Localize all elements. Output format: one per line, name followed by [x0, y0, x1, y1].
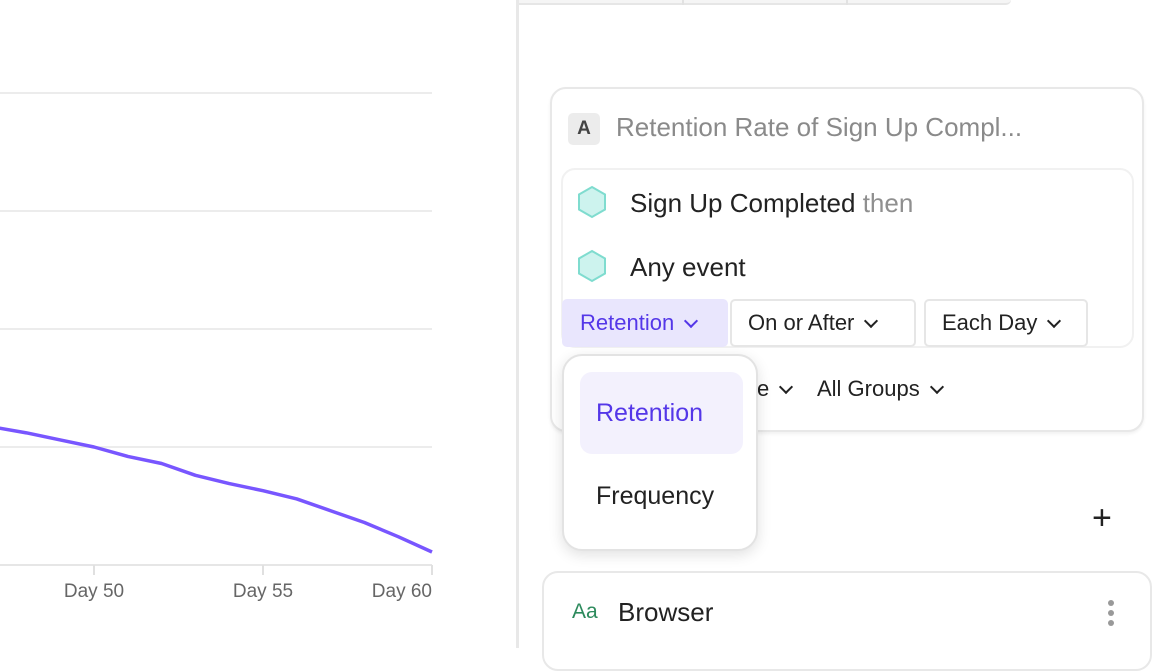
chevron-down-icon — [1047, 313, 1062, 328]
event-first[interactable]: Sign Up Completed then — [630, 188, 914, 218]
metric-letter-badge: A — [568, 113, 600, 145]
on-or-after-dropdown[interactable]: On or After — [730, 299, 916, 347]
event-hexagon-icon — [578, 249, 606, 283]
all-groups-dropdown[interactable]: All Groups — [817, 376, 944, 402]
event-second[interactable]: Any event — [630, 252, 746, 282]
breakdown-property-label[interactable]: Browser — [618, 597, 714, 627]
counting-dropdown[interactable]: e — [757, 376, 794, 402]
retention-line-chart: Day 50 Day 55 Day 60 — [0, 92, 433, 602]
event-sequence-box — [561, 168, 1134, 348]
text-property-icon: Aa — [572, 600, 598, 623]
x-tick-label: Day 55 — [233, 581, 293, 602]
x-tick-label: Day 60 — [372, 581, 432, 602]
chevron-down-icon — [929, 379, 944, 394]
retention-series-line — [0, 426, 433, 554]
chevron-down-icon — [779, 379, 794, 394]
retention-type-dropdown[interactable]: Retention — [562, 299, 728, 347]
chevron-down-icon — [864, 313, 879, 328]
menu-item-retention[interactable]: Retention — [580, 372, 743, 454]
more-options-icon[interactable] — [1108, 600, 1116, 630]
each-day-dropdown[interactable]: Each Day — [924, 299, 1088, 347]
top-tab-bar — [519, 0, 1011, 5]
x-tick-label: Day 50 — [64, 581, 124, 602]
add-breakdown-plus-icon[interactable]: + — [1092, 499, 1112, 537]
menu-item-frequency[interactable]: Frequency — [596, 481, 715, 510]
retention-type-menu: Retention Frequency — [562, 354, 758, 551]
panel-divider — [516, 0, 519, 648]
chevron-down-icon — [684, 313, 699, 328]
event-hexagon-icon — [578, 185, 606, 219]
metric-title[interactable]: Retention Rate of Sign Up Compl... — [616, 112, 1023, 142]
